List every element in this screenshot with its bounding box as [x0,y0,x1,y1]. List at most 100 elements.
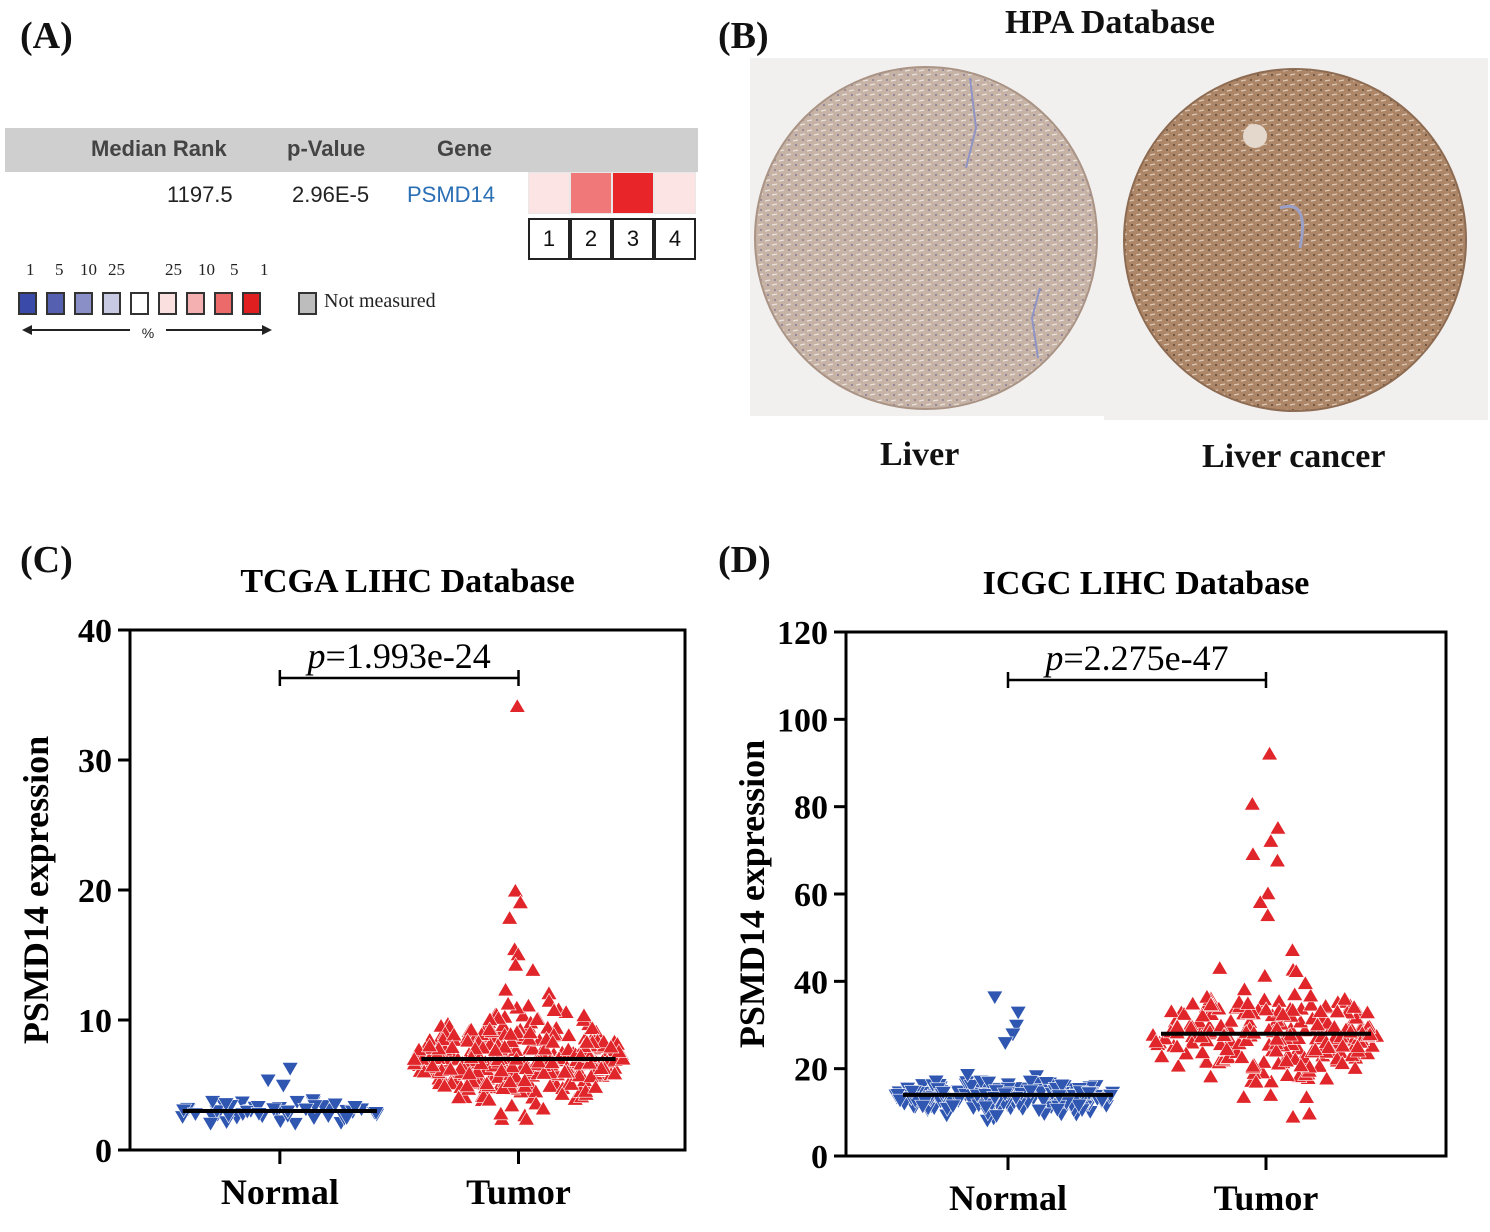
data-point-tumor [1284,1108,1302,1124]
data-point-tumor [1306,1041,1324,1057]
data-point-tumor [1284,1001,1302,1017]
data-point-normal [326,1097,344,1113]
y-tick-label: 0 [811,1139,828,1176]
data-point-tumor [1358,1004,1376,1019]
data-point-tumor [1345,999,1363,1014]
data-point-tumor [1162,1003,1180,1018]
image-label-liver-cancer: Liver cancer [1202,438,1386,475]
x-tick-label: Normal [949,1178,1067,1218]
legend-number: 25 [108,260,125,279]
data-point-tumor [499,995,517,1011]
data-point-tumor [535,1064,553,1080]
gene-link[interactable]: PSMD14 [407,182,496,207]
data-point-normal [987,1109,1006,1125]
data-point-tumor [517,1110,535,1126]
legend-swatch [214,292,233,315]
data-point-tumor [1328,1003,1346,1018]
data-point-tumor [1286,986,1304,1001]
data-point-tumor [1300,1105,1318,1121]
data-point-tumor [481,1021,499,1036]
heat-cell-3 [612,172,654,214]
arrow-right-head [262,325,272,335]
data-point-tumor [458,1077,476,1093]
data-point-tumor [1259,885,1277,900]
y-tick-label: 100 [777,702,828,739]
y-tick-label: 40 [78,613,112,650]
legend-number: 5 [230,260,239,279]
data-point-tumor [562,1076,580,1091]
data-point-tumor [501,1073,519,1088]
data-point-tumor [1336,990,1354,1006]
legend-swatch [102,292,121,315]
data-point-tumor [578,1033,596,1049]
data-point-tumor [519,997,537,1013]
data-point-tumor [1298,1089,1316,1104]
data-point-tumor [1277,1052,1295,1068]
data-point-normal [204,1095,222,1110]
data-point-normal [980,1075,998,1091]
data-point-tumor [1169,1057,1187,1073]
data-point-tumor [1193,1044,1212,1059]
p-value-label: p=1.993e-24 [305,636,491,676]
data-point-tumor [501,910,519,925]
y-axis-label: PSMD14 expression [16,736,56,1044]
not-measured-swatch [298,292,317,315]
data-point-tumor [460,1065,478,1080]
data-point-tumor [1257,1001,1275,1016]
data-point-tumor [1211,959,1229,975]
legend-number: 5 [55,260,64,279]
data-point-normal [1007,1019,1026,1034]
data-point-tumor [1198,1053,1216,1069]
data-point-tumor [543,1054,561,1069]
data-point-normal [927,1074,945,1090]
data-point-tumor [1147,1033,1165,1049]
row-median-rank: 1197.5 [167,182,233,207]
data-point-tumor [436,1077,454,1093]
chart-title: ICGC LIHC Database [983,565,1310,602]
data-point-tumor [1233,1049,1251,1064]
data-point-tumor [1333,1055,1351,1070]
data-point-tumor [459,1032,477,1048]
p-value-label: p=2.275e-47 [1042,638,1228,678]
data-point-normal [903,1085,921,1100]
data-point-tumor [1175,1005,1193,1021]
data-point-tumor [496,1038,514,1054]
data-point-tumor [1244,1057,1262,1073]
data-point-tumor [492,1105,510,1121]
data-point-tumor [502,1025,520,1041]
data-point-tumor [1256,967,1274,983]
data-point-normal [891,1093,909,1109]
data-point-normal [914,1099,932,1115]
data-point-normal [274,1079,292,1094]
heat-cell-2 [570,172,612,214]
data-point-tumor [602,1038,620,1054]
data-point-normal [271,1114,289,1130]
data-point-normal [1021,1075,1039,1090]
y-tick-label: 80 [794,790,828,827]
y-tick-label: 120 [777,615,828,652]
legend-swatch [18,292,37,315]
chart-icgc: ICGC LIHC Database PSMD14 expression 0 20 40… [732,565,1448,1218]
p-symbol: p [1042,638,1063,678]
heat-cell-1 [528,172,570,214]
data-point-tumor [1251,894,1269,909]
data-point-tumor [1302,996,1320,1012]
legend-number: 10 [198,260,215,279]
panel-b-label: (B) [718,15,769,57]
data-point-tumor [592,1060,610,1075]
image-label-liver: Liver [880,436,960,473]
row-p-value: 2.96E-5 [292,182,370,207]
liver-vessel [965,77,978,169]
data-point-tumor [1218,1041,1236,1056]
data-point-normal [1070,1098,1088,1114]
p-value: =1.993e-24 [326,636,491,676]
p-value: =2.275e-47 [1063,638,1228,678]
legend-number: 10 [80,260,97,279]
y-tick-label: 60 [794,877,828,914]
data-point-tumor [486,1041,504,1057]
data-point-tumor [1239,1004,1257,1019]
data-point-tumor [509,946,527,961]
legend-number: 25 [165,260,182,279]
data-point-tumor [544,1033,562,1049]
liver-tissue-core [754,66,1098,410]
